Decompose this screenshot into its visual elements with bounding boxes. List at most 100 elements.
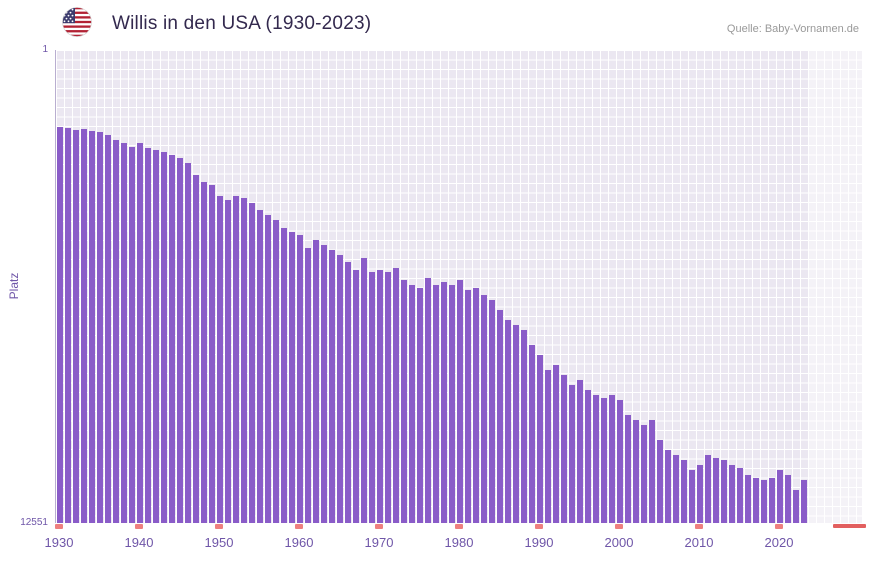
- bar: [129, 147, 135, 523]
- bar: [625, 415, 631, 523]
- bar: [569, 384, 575, 523]
- bar: [521, 330, 527, 523]
- x-tick-label: 2000: [604, 535, 634, 550]
- bar: [681, 459, 687, 523]
- bar: [121, 142, 127, 523]
- bar: [89, 131, 95, 523]
- x-tick-label: 1980: [444, 535, 474, 550]
- axis-tick-marker: [695, 524, 703, 529]
- bar: [185, 163, 191, 523]
- bar: [537, 354, 543, 523]
- bar: [233, 196, 239, 523]
- x-tick-label: 1960: [284, 535, 314, 550]
- axis-tick-marker: [295, 524, 303, 529]
- y-axis-label: Platz: [7, 272, 21, 300]
- bar: [785, 474, 791, 523]
- x-tick-label: 1990: [524, 535, 554, 550]
- bar: [169, 155, 175, 523]
- bar: [457, 279, 463, 523]
- bar: [145, 148, 151, 523]
- bar: [729, 465, 735, 523]
- bar: [745, 474, 751, 523]
- bar: [425, 277, 431, 523]
- bar: [673, 455, 679, 523]
- bar: [769, 478, 775, 523]
- bar: [417, 288, 423, 523]
- bar: [201, 182, 207, 523]
- bar: [273, 220, 279, 523]
- future-region: [808, 50, 863, 523]
- bar: [593, 395, 599, 523]
- bar: [465, 290, 471, 523]
- bar: [553, 365, 559, 523]
- bar: [337, 255, 343, 523]
- bar: [433, 285, 439, 523]
- bar: [249, 203, 255, 523]
- bar: [193, 175, 199, 523]
- bar: [137, 142, 143, 523]
- y-tick-bottom: 12551: [20, 517, 48, 528]
- bar: [313, 240, 319, 523]
- axis-tick-marker: [215, 524, 223, 529]
- axis-tick-marker: [55, 524, 63, 529]
- bar: [665, 450, 671, 523]
- bar: [105, 135, 111, 523]
- bar: [257, 210, 263, 523]
- bar: [97, 132, 103, 523]
- bar: [393, 268, 399, 523]
- bar: [305, 247, 311, 523]
- axis-tick-marker: [455, 524, 463, 529]
- axis-tick-marker: [615, 524, 623, 529]
- bar: [713, 458, 719, 523]
- bar: [529, 345, 535, 523]
- bar: [329, 249, 335, 523]
- y-tick-top: 1: [42, 44, 48, 55]
- x-tick-label: 1950: [204, 535, 234, 550]
- bar: [153, 150, 159, 523]
- bar: [721, 459, 727, 523]
- bar: [761, 480, 767, 523]
- bar: [225, 200, 231, 523]
- bar: [369, 272, 375, 523]
- bar: [297, 234, 303, 523]
- bar: [561, 375, 567, 523]
- bar: [321, 245, 327, 523]
- bar: [161, 152, 167, 523]
- bar: [705, 455, 711, 523]
- bar: [649, 420, 655, 523]
- bar: [401, 279, 407, 523]
- bar: [585, 390, 591, 523]
- us-flag-icon: [62, 7, 92, 37]
- bar: [489, 300, 495, 523]
- bar: [209, 185, 215, 523]
- bar: [513, 324, 519, 523]
- bar: [441, 281, 447, 523]
- bar: [617, 399, 623, 523]
- bar: [505, 319, 511, 523]
- no-data-marker: [833, 524, 866, 528]
- plot-area: [55, 50, 863, 523]
- axis-tick-marker: [375, 524, 383, 529]
- bar: [353, 270, 359, 523]
- bar: [409, 285, 415, 523]
- bar: [633, 420, 639, 523]
- bar: [641, 425, 647, 523]
- bar: [449, 285, 455, 523]
- bar: [801, 480, 807, 523]
- bar: [113, 140, 119, 523]
- bar: [361, 258, 367, 523]
- bar: [217, 196, 223, 523]
- bar: [609, 395, 615, 523]
- x-tick-label: 1930: [44, 535, 74, 550]
- axis-tick-marker: [135, 524, 143, 529]
- axis-tick-marker: [535, 524, 543, 529]
- bar: [81, 129, 87, 523]
- bar: [497, 309, 503, 523]
- bar: [281, 228, 287, 523]
- bar: [73, 130, 79, 523]
- bar: [601, 398, 607, 523]
- bar: [345, 262, 351, 523]
- bar: [481, 294, 487, 523]
- bar: [265, 215, 271, 523]
